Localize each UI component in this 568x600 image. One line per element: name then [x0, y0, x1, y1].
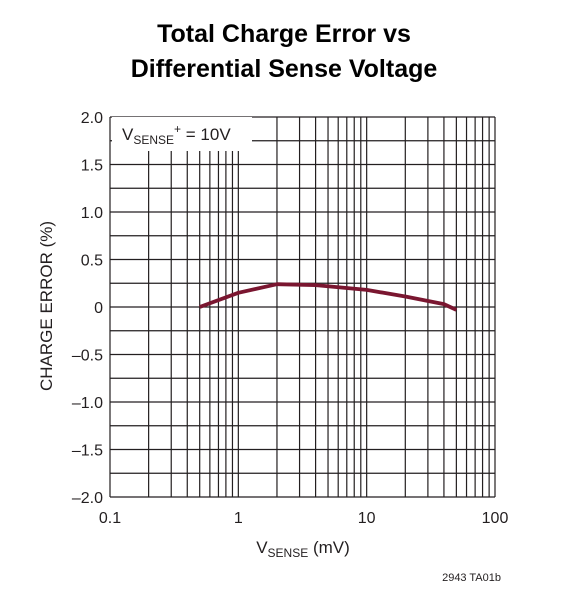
annotation-text: VSENSE+ = 10V [122, 122, 231, 147]
y-tick-label: 1.0 [81, 205, 103, 222]
series-layer [199, 282, 458, 312]
annotation-box [112, 117, 252, 151]
figure-id: 2943 TA01b [442, 572, 501, 584]
y-tick-label: –0.5 [72, 348, 103, 365]
x-tick-label: 0.1 [99, 510, 121, 527]
x-axis-label-v: V [256, 538, 268, 557]
annotation-sub: SENSE [133, 133, 174, 147]
y-axis-label: CHARGE ERROR (%) [37, 221, 56, 391]
annotation-sup: + [174, 122, 181, 136]
x-axis-label-unit: (mV) [308, 538, 350, 557]
x-tick-label: 10 [358, 510, 376, 527]
series-line-0 [199, 282, 458, 312]
tick-labels: 2.0 1.5 1.0 0.5 0 –0.5 –1.0 –1.5 –2.0 0.1 1 10 100 [72, 110, 509, 527]
y-tick-label: 0 [94, 300, 103, 317]
y-tick-label: 0.5 [81, 253, 103, 270]
y-tick-label: –2.0 [72, 490, 103, 507]
x-axis-label: VSENSE (mV) [256, 538, 350, 560]
plot-grid [109, 116, 496, 498]
x-axis-label-sub: SENSE [268, 546, 309, 560]
y-tick-label: 2.0 [81, 110, 103, 127]
y-tick-label: –1.0 [72, 395, 103, 412]
x-tick-label: 1 [234, 510, 243, 527]
chart-title-line-2: Differential Sense Voltage [131, 55, 438, 83]
y-tick-label: 1.5 [81, 158, 103, 175]
x-tick-label: 100 [482, 510, 509, 527]
annotation-v: V [122, 125, 134, 144]
chart-title-line-1: Total Charge Error vs [157, 20, 411, 48]
y-tick-label: –1.5 [72, 443, 103, 460]
annotation-rest: = 10V [181, 125, 231, 144]
